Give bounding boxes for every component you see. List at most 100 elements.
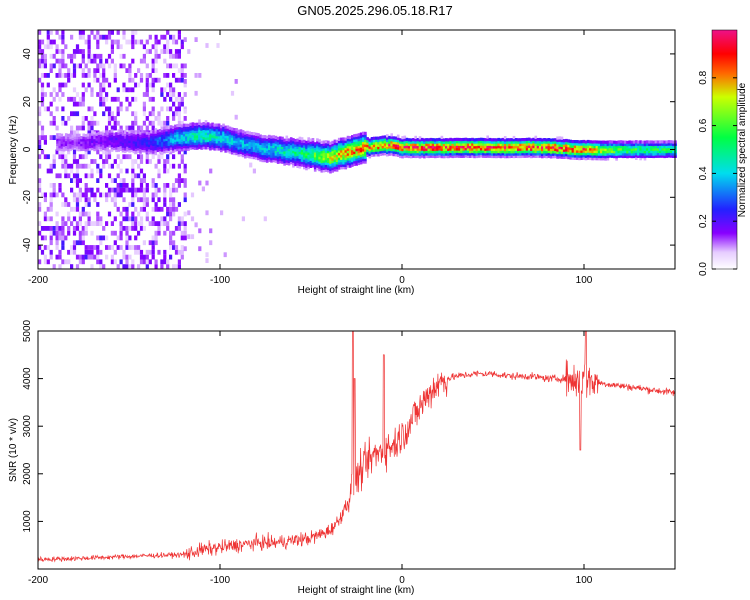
spectrogram-ridge-cell [340,137,343,141]
spectrogram-ridge-cell [534,138,538,142]
spectrogram-ridge-cell [174,124,177,128]
spectrogram-ridge-cell [405,144,409,149]
spectrogram-ridge-cell [434,145,437,149]
spectrogram-ridge-cell [648,152,651,156]
spectrogram-cell [145,116,149,121]
spectrogram-ridge-cell [86,138,90,142]
spectrogram-ridge-cell [204,120,208,124]
spectrogram-cell [70,96,74,102]
spectrogram-cell [90,30,94,35]
spectrogram-ridge-cell [300,156,304,160]
spectrogram-ridge-cell [217,125,221,130]
spectrogram-ridge-cell [431,147,435,151]
spectrogram-ridge-cell [206,139,210,143]
spectrogram-ridge-cell [126,143,129,147]
spectrogram-ridge-cell [64,135,68,139]
spectrogram-ridge-cell [152,150,155,154]
spectrogram-cell [113,77,117,83]
spectrogram-cell [96,211,100,217]
spectrogram-ridge-cell [613,143,616,147]
spectrogram-ridge-cell [351,156,354,160]
spectrogram-ridge-cell [327,157,330,161]
spectrogram-ridge-cell [663,147,666,151]
spectrogram-cell [78,216,82,222]
spectrogram-ridge-cell [165,147,168,151]
spectrogram-ridge-cell [244,150,247,154]
spectrogram-ridge-cell [514,150,518,154]
spectrogram-cell [113,240,117,246]
spectrogram-ridge-cell [318,139,321,143]
spectrogram-ridge-cell [545,145,548,149]
spectrogram-ridge-cell [447,143,450,147]
spectrogram-ridge-cell [586,142,590,146]
spectrogram-ridge-cell [431,138,435,142]
spectrogram-ridge-cell [78,148,81,152]
spectrogram-cell [99,259,103,265]
spectrogram-ridge-cell [538,149,542,153]
spectrogram-ridge-cell [132,135,136,139]
spectrogram-ridge-cell [543,142,546,146]
spectrogram-cell [145,197,149,203]
spectrogram-ridge-cell [484,154,487,158]
spectrogram-ridge-cell [56,147,59,151]
spectrogram-ridge-cell [418,150,422,154]
spectrogram-cell [194,73,198,78]
spectrogram-cell [46,34,50,40]
spectrogram-ridge-cell [60,140,64,144]
spectrogram-cell [151,178,155,183]
spectrogram-ridge-cell [401,148,404,152]
spectrogram-ridge-cell [632,154,636,159]
spectrogram-ridge-cell [401,150,404,154]
spectrogram-ridge-cell [375,146,378,150]
spectrogram-ridge-cell [357,161,361,166]
spectrogram-ridge-cell [418,145,422,149]
spectrogram-ridge-cell [595,145,599,149]
spectrogram-cell [43,139,47,145]
spectrogram-ridge-cell [329,146,332,150]
spectrogram-ridge-cell [71,146,75,150]
spectrogram-ridge-cell [123,130,127,134]
spectrogram-ridge-cell [337,161,341,165]
spectrogram-ridge-cell [196,129,199,134]
spectrogram-ridge-cell [591,157,594,161]
spectrogram-cell [113,216,117,222]
spectrogram-ridge-cell [672,152,675,156]
spectrogram-ridge-cell [606,142,610,147]
spectrogram-ridge-cell [486,137,489,142]
spectrogram-cell [87,82,91,88]
spectrogram-ridge-cell [89,140,92,144]
spectrogram-ridge-cell [134,148,138,152]
spectrogram-ridge-cell [482,152,485,156]
spectrogram-ridge-cell [578,142,581,146]
spectrogram-cell [49,235,53,241]
spectrogram-ridge-cell [510,154,514,158]
spectrogram-ridge-cell [604,155,607,159]
spectrogram-ridge-cell [407,142,411,147]
spectrogram-ridge-cell [383,145,387,149]
spectrogram-ridge-cell [359,146,363,150]
spectrogram-ridge-cell [169,137,173,141]
spectrogram-ridge-cell [357,135,361,139]
spectrogram-ridge-cell [161,143,164,147]
spectrogram-ridge-cell [458,137,461,142]
spectrogram-cell [90,125,94,131]
spectrogram-cell [113,178,117,183]
spectrogram-ridge-cell [342,149,345,153]
spectrogram-ridge-cell [353,162,356,166]
spectrogram-ridge-cell [329,170,332,174]
spectrogram-ridge-cell [279,145,282,150]
spectrogram-ridge-cell [263,151,267,156]
spectrogram-ridge-cell [202,122,206,126]
spectrogram-cell [174,245,179,250]
spectrogram-ridge-cell [257,147,260,151]
spectrogram-ridge-cell [237,141,241,145]
spectrogram-ridge-cell [521,142,524,146]
spectrogram-ridge-cell [434,152,437,156]
spectrogram-ridge-cell [650,147,653,151]
spectrogram-ridge-cell [303,147,306,151]
spectrogram-ridge-cell [351,142,354,146]
spectrogram-cell [99,92,103,97]
spectrogram-cell [75,49,80,54]
spectrogram-ridge-cell [390,142,393,147]
spectrogram-cell [205,258,209,263]
